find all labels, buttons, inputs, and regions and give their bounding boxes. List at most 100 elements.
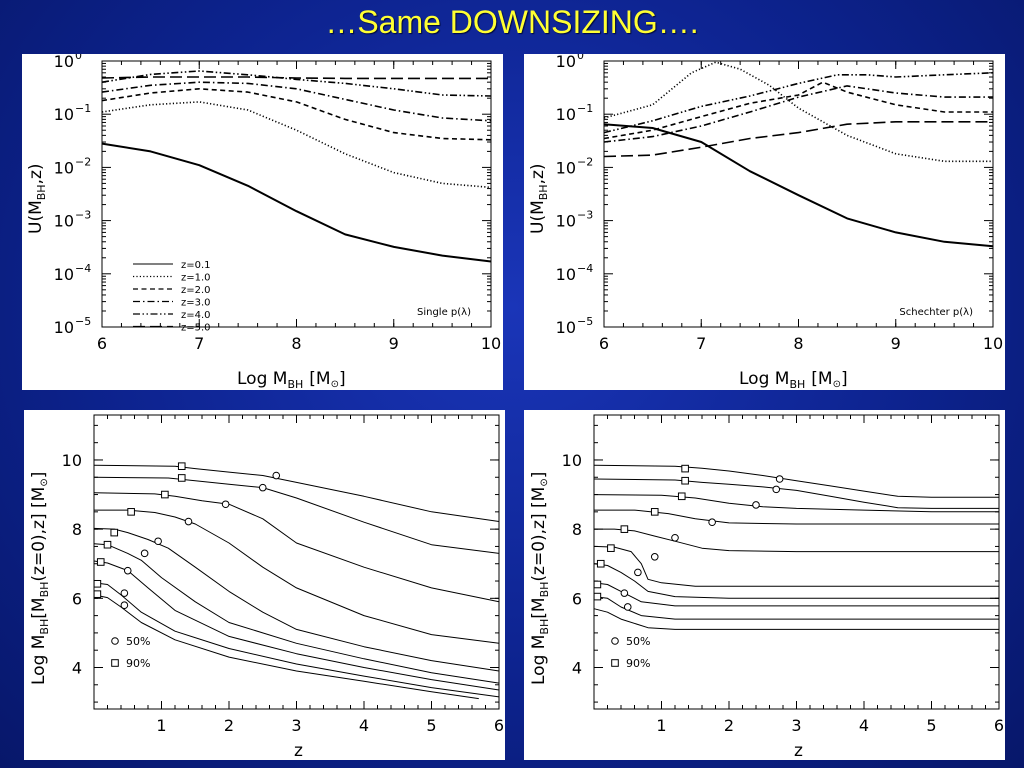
series-line-9 — [593, 608, 999, 630]
series-line-4 — [594, 528, 999, 553]
marker-50pct — [272, 471, 281, 480]
axis-ticks: 1 2 3 4 5 6 4 6 8 10 — [562, 415, 1004, 735]
x-tick-label: 10 — [481, 334, 501, 353]
marker-50pct — [772, 485, 781, 494]
marker-90pct — [650, 508, 659, 516]
chart-panel-tracks-single: 1 2 3 4 5 6 4 6 8 10 50% 90% z Log MBH[MBH(z=0),z]… — [24, 410, 505, 760]
x-tick-label: 5 — [426, 716, 436, 735]
y-tick-label: 4 — [72, 658, 82, 677]
y-tick-exponent: −3 — [577, 209, 593, 222]
y-tick-exponent: −4 — [577, 262, 593, 275]
legend-label: 50% — [126, 635, 150, 648]
legend-label: 90% — [126, 657, 150, 670]
x-tick-label: 6 — [994, 716, 1004, 735]
y-tick-label: 10 — [556, 212, 576, 231]
y-tick-label: 10 — [54, 212, 74, 231]
axis-ticks: 1 2 3 4 5 6 4 6 8 10 — [62, 415, 504, 735]
series-group — [101, 70, 492, 263]
legend-label: z=4.0 — [181, 310, 211, 321]
marker-90pct — [593, 580, 602, 589]
marker-90pct — [593, 592, 602, 601]
series-line-z40 — [603, 72, 994, 134]
x-tick-label: 7 — [696, 334, 706, 353]
marker-90pct — [103, 540, 112, 549]
series-line-z10 — [603, 61, 993, 163]
legend-marker-90pct — [611, 659, 619, 667]
y-tick-label: 10 — [556, 54, 576, 71]
x-tick-label: 9 — [389, 334, 399, 353]
marker-90pct — [681, 476, 689, 485]
marker-50pct — [123, 566, 132, 575]
marker-50pct — [184, 517, 193, 526]
chart-mass-tracks-schechter: 1 2 3 4 5 6 4 6 8 10 50% 90% z Log MBH[MBH(z=0),z]… — [529, 414, 1004, 760]
series-line-z01 — [603, 123, 994, 248]
marker-50pct — [775, 475, 784, 483]
x-tick-label: 8 — [291, 334, 301, 353]
y-tick-exponent: −3 — [75, 209, 91, 222]
series-group — [603, 61, 994, 248]
legend-label: 90% — [626, 657, 650, 670]
y-tick-exponent: −5 — [75, 315, 91, 328]
x-tick-label: 3 — [291, 716, 301, 735]
marker-50pct — [634, 568, 642, 577]
y-tick-label: 10 — [54, 265, 74, 284]
legend-label: z=0.1 — [181, 260, 211, 271]
marker-90pct — [127, 508, 135, 516]
series-group — [93, 464, 500, 700]
x-tick-label: 6 — [599, 334, 609, 353]
y-axis-title: U(MBH,z) — [528, 163, 550, 234]
legend-label: 50% — [626, 635, 650, 648]
y-tick-label: 10 — [556, 318, 576, 337]
marker-50pct — [258, 483, 267, 492]
chart-mass-tracks-single: 1 2 3 4 5 6 4 6 8 10 50% 90% z Log MBH[MBH(z=0),z]… — [29, 414, 504, 760]
y-tick-label: 10 — [54, 105, 74, 124]
legend-label: z=5.0 — [181, 323, 211, 334]
y-tick-label: 10 — [556, 158, 576, 177]
x-tick-label: 4 — [859, 716, 869, 735]
plot-frame — [603, 60, 994, 328]
marker-50pct — [221, 500, 230, 509]
series-line-2 — [93, 492, 500, 603]
series-line-z30 — [101, 81, 492, 122]
marker-90pct — [681, 464, 689, 473]
marker-group — [93, 462, 281, 610]
marker-90pct — [161, 490, 169, 499]
x-tick-label: 9 — [891, 334, 901, 353]
series-group — [593, 464, 999, 630]
y-tick-label: 10 — [62, 451, 82, 470]
series-line-6 — [93, 560, 500, 691]
marker-90pct — [177, 474, 186, 482]
y-tick-exponent: −5 — [577, 315, 593, 328]
y-tick-exponent: −1 — [577, 102, 593, 115]
y-tick-label: 10 — [54, 158, 74, 177]
marker-90pct — [607, 544, 615, 552]
legend-label: z=2.0 — [181, 285, 211, 296]
y-tick-label: 4 — [572, 658, 582, 677]
marker-90pct — [93, 590, 102, 598]
marker-90pct — [110, 528, 119, 537]
x-tick-label: 5 — [926, 716, 936, 735]
y-tick-label: 6 — [572, 589, 582, 608]
slide-title: …Same DOWNSIZING…. — [325, 4, 699, 40]
annotation-text: Schechter p(λ) — [899, 307, 973, 318]
series-line-7 — [593, 582, 999, 607]
series-line-z20 — [101, 87, 492, 141]
series-line-5 — [93, 543, 500, 684]
x-axis-title: z — [794, 741, 803, 760]
series-line-z50 — [101, 76, 491, 80]
series-line-6 — [593, 563, 999, 599]
y-tick-exponent: −2 — [577, 155, 593, 168]
series-line-z10 — [101, 101, 492, 189]
chart-panel-single: 6 7 8 9 10 10 0 10 −1 10 −2 10 −3 10 −4 10 −5 z=0.1 z=1.0… — [22, 54, 503, 390]
legend-label: z=3.0 — [181, 298, 211, 309]
y-tick-exponent: −1 — [75, 102, 91, 115]
series-line-0 — [593, 464, 999, 498]
x-tick-label: 6 — [494, 716, 504, 735]
legend-marker-50pct — [111, 637, 119, 645]
y-tick-label: 10 — [556, 105, 576, 124]
marker-50pct — [708, 518, 716, 527]
y-axis-title: U(MBH,z) — [26, 163, 48, 234]
y-tick-label: 10 — [562, 451, 582, 470]
series-line-z40 — [101, 70, 492, 97]
